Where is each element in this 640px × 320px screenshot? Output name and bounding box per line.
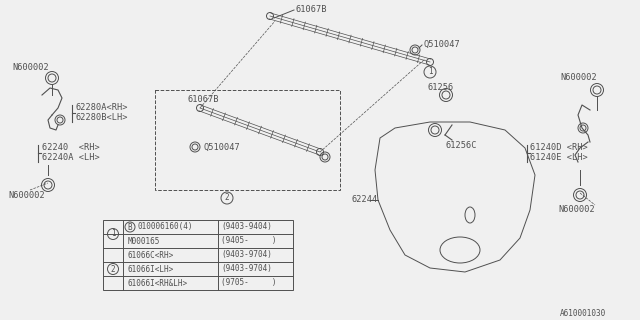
Text: 62244: 62244 (352, 196, 378, 204)
Text: 62240  <RH>: 62240 <RH> (42, 143, 100, 153)
Text: N600002: N600002 (8, 190, 45, 199)
Text: Q510047: Q510047 (203, 142, 240, 151)
Text: 61067B: 61067B (295, 4, 326, 13)
Text: 62240A <LH>: 62240A <LH> (42, 154, 100, 163)
Bar (103, 220, 293, 290)
Text: 61240D <RH>: 61240D <RH> (530, 143, 588, 153)
Text: N600002: N600002 (560, 74, 596, 83)
Text: 61066I<LH>: 61066I<LH> (128, 265, 174, 274)
Text: 1: 1 (428, 68, 432, 76)
Bar (155, 90, 340, 190)
Text: 61256: 61256 (428, 83, 454, 92)
Text: 62280A<RH>: 62280A<RH> (75, 103, 127, 113)
Text: M000165: M000165 (128, 236, 161, 245)
Text: (9403-9704): (9403-9704) (221, 251, 272, 260)
Text: (9403-9404): (9403-9404) (221, 222, 272, 231)
Text: 61240E <LH>: 61240E <LH> (530, 154, 588, 163)
Text: 61066I<RH&LH>: 61066I<RH&LH> (128, 278, 188, 287)
Text: 2: 2 (111, 265, 115, 274)
Text: 62280B<LH>: 62280B<LH> (75, 114, 127, 123)
Text: 2: 2 (225, 194, 229, 203)
Text: N600002: N600002 (558, 205, 595, 214)
Text: 61067B: 61067B (188, 95, 220, 105)
Text: Q510047: Q510047 (423, 39, 460, 49)
Text: 1: 1 (111, 229, 115, 238)
Text: 61066C<RH>: 61066C<RH> (128, 251, 174, 260)
Text: 61256C: 61256C (445, 140, 477, 149)
Text: (9405-     ): (9405- ) (221, 236, 276, 245)
Text: A610001030: A610001030 (560, 309, 606, 318)
Text: B: B (128, 222, 132, 231)
Text: (9403-9704): (9403-9704) (221, 265, 272, 274)
Text: N600002: N600002 (12, 63, 49, 73)
Text: (9705-     ): (9705- ) (221, 278, 276, 287)
Text: 010006160(4): 010006160(4) (137, 222, 193, 231)
